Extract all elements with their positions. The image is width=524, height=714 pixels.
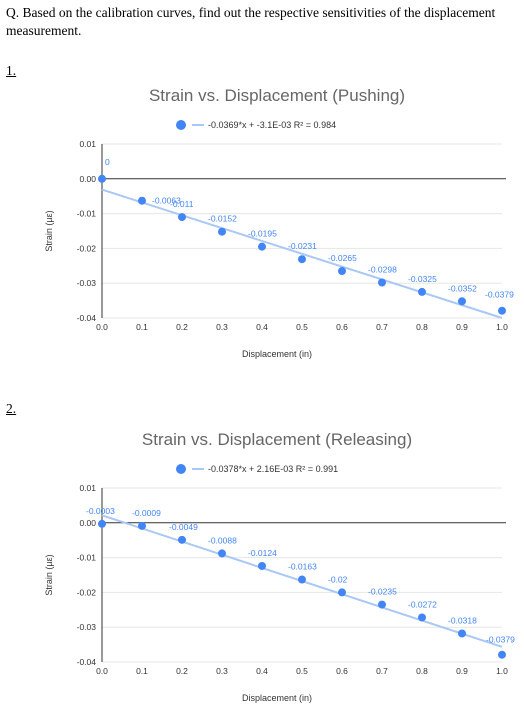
x-axis-label: Displacement (in) bbox=[242, 349, 312, 359]
x-tick-label: 0.6 bbox=[336, 322, 348, 332]
legend-trendline-equation: -0.0378*x + 2.16E-03 R² = 0.991 bbox=[208, 464, 338, 474]
x-tick-label: 0.9 bbox=[456, 666, 468, 676]
x-tick-label: 0.0 bbox=[96, 322, 108, 332]
data-label: -0.0009 bbox=[132, 508, 161, 518]
data-label: -0.0235 bbox=[368, 587, 397, 597]
x-tick-label: 0.1 bbox=[136, 666, 148, 676]
data-point bbox=[378, 600, 386, 609]
x-tick-label: 0.1 bbox=[136, 322, 148, 332]
data-point bbox=[138, 196, 146, 205]
data-point bbox=[498, 650, 506, 659]
data-label: -0.0325 bbox=[408, 274, 437, 284]
data-point bbox=[338, 267, 346, 276]
y-tick-label: 0.01 bbox=[79, 483, 96, 493]
data-label: -0.0063 bbox=[152, 196, 181, 206]
x-tick-label: 0.8 bbox=[416, 322, 428, 332]
y-tick-label: -0.04 bbox=[77, 313, 97, 323]
y-tick-label: -0.01 bbox=[77, 553, 97, 563]
x-tick-label: 0.8 bbox=[416, 666, 428, 676]
y-tick-label: -0.02 bbox=[77, 243, 97, 253]
y-tick-label: -0.02 bbox=[77, 587, 97, 597]
x-tick-label: 0.6 bbox=[336, 666, 348, 676]
data-label: -0.0231 bbox=[288, 241, 317, 251]
data-label: -0.0195 bbox=[248, 229, 277, 239]
y-tick-label: -0.01 bbox=[77, 209, 97, 219]
data-label: -0.0049 bbox=[169, 522, 198, 532]
data-label: -0.0379 bbox=[486, 635, 515, 645]
chart-pushing: Strain vs. Displacement (Pushing) -0.0369… bbox=[44, 86, 514, 359]
legend-marker bbox=[176, 120, 186, 130]
data-point bbox=[418, 613, 426, 622]
data-label: -0.0318 bbox=[448, 615, 477, 625]
data-point bbox=[498, 306, 506, 315]
legend-marker bbox=[176, 464, 186, 474]
data-label: -0.02 bbox=[328, 574, 348, 584]
chart-title: Strain vs. Displacement (Releasing) bbox=[142, 430, 412, 449]
x-tick-label: 0.7 bbox=[376, 322, 388, 332]
data-point bbox=[178, 213, 186, 222]
legend-trendline-equation: -0.0369*x + -3.1E-03 R² = 0.984 bbox=[208, 120, 336, 130]
x-tick-label: 1.0 bbox=[496, 322, 508, 332]
x-tick-label: 0.5 bbox=[296, 322, 308, 332]
data-point bbox=[458, 297, 466, 306]
data-label: -0.0152 bbox=[208, 214, 237, 224]
data-point bbox=[338, 588, 346, 597]
x-tick-label: 0.4 bbox=[256, 666, 268, 676]
chart-number-2: 2. bbox=[6, 401, 17, 416]
data-label: -0.011 bbox=[170, 199, 194, 209]
y-tick-label: 0.00 bbox=[79, 518, 96, 528]
data-point bbox=[258, 242, 266, 251]
x-tick-label: 1.0 bbox=[496, 666, 508, 676]
chart-releasing: Strain vs. Displacement (Releasing) -0.03… bbox=[44, 430, 515, 703]
trendline bbox=[101, 188, 503, 319]
data-point bbox=[298, 575, 306, 584]
data-label: -0.0003 bbox=[86, 506, 115, 516]
data-label: 0 bbox=[105, 157, 110, 167]
data-point bbox=[138, 521, 146, 530]
x-tick-label: 0.2 bbox=[176, 666, 188, 676]
y-tick-label: -0.03 bbox=[77, 622, 97, 632]
x-tick-label: 0.5 bbox=[296, 666, 308, 676]
data-point bbox=[178, 535, 186, 544]
data-label: -0.0272 bbox=[408, 599, 437, 609]
data-point bbox=[378, 278, 386, 287]
chart-title: Strain vs. Displacement (Pushing) bbox=[149, 86, 405, 105]
data-point bbox=[458, 629, 466, 638]
data-point bbox=[98, 519, 106, 528]
y-tick-label: 0.01 bbox=[79, 139, 96, 149]
x-tick-label: 0.0 bbox=[96, 666, 108, 676]
x-axis-label: Displacement (in) bbox=[242, 693, 312, 703]
question-text: Q. Based on the calibration curves, find… bbox=[6, 5, 496, 38]
y-tick-label: 0.00 bbox=[79, 174, 96, 184]
data-point bbox=[218, 549, 226, 558]
data-point bbox=[218, 227, 226, 236]
data-label: -0.0379 bbox=[485, 290, 514, 300]
x-tick-label: 0.3 bbox=[216, 322, 228, 332]
data-label: -0.0163 bbox=[288, 562, 317, 572]
data-point bbox=[98, 174, 106, 183]
x-tick-label: 0.4 bbox=[256, 322, 268, 332]
y-axis-label: Strain (µε) bbox=[44, 554, 54, 595]
data-point bbox=[418, 287, 426, 296]
data-label: -0.0298 bbox=[368, 265, 397, 275]
y-axis-label: Strain (µε) bbox=[44, 210, 54, 251]
data-point bbox=[258, 561, 266, 570]
chart-number-1: 1. bbox=[6, 63, 17, 78]
y-tick-label: -0.03 bbox=[77, 278, 97, 288]
data-label: -0.0124 bbox=[248, 548, 277, 558]
x-tick-label: 0.2 bbox=[176, 322, 188, 332]
y-tick-label: -0.04 bbox=[77, 657, 97, 667]
x-tick-label: 0.3 bbox=[216, 666, 228, 676]
x-tick-label: 0.7 bbox=[376, 666, 388, 676]
data-label: -0.0088 bbox=[208, 535, 237, 545]
x-tick-label: 0.9 bbox=[456, 322, 468, 332]
data-point bbox=[298, 255, 306, 264]
data-label: -0.0265 bbox=[328, 253, 357, 263]
data-label: -0.0352 bbox=[448, 283, 477, 293]
